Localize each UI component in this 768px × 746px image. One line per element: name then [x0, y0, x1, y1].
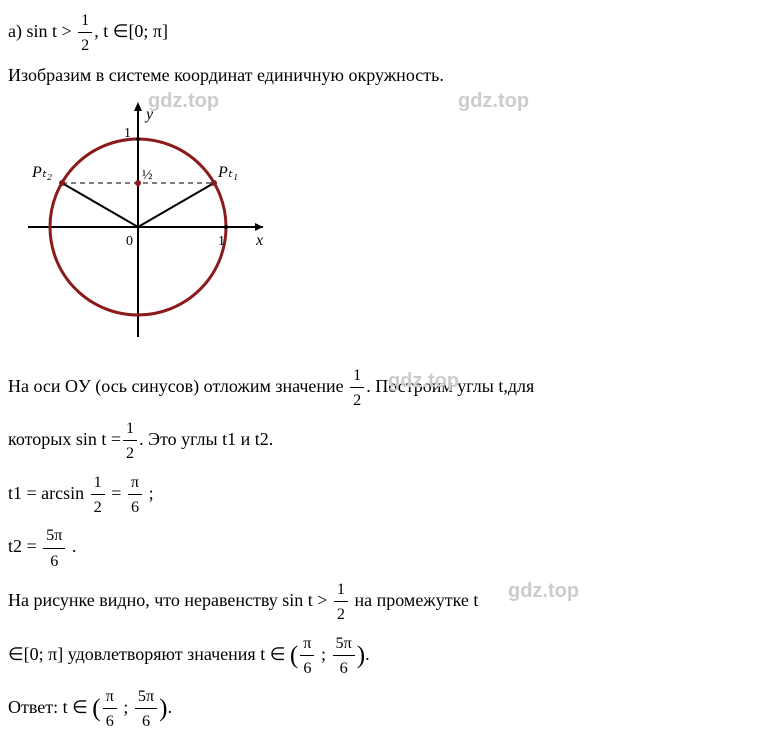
svg-text:0: 0 [126, 234, 133, 249]
svg-text:½: ½ [142, 168, 153, 183]
explanation-p1: На оси OУ (ось синусов) отложим значение… [8, 363, 760, 413]
frac-half: 1 2 [123, 416, 137, 466]
description: Изобразим в системе координат единичную … [8, 62, 760, 89]
conclusion-p1: На рисунке видно, что неравенству sin t … [8, 577, 760, 627]
svg-text:x: x [255, 232, 263, 249]
svg-text:Pₜ₂: Pₜ₂ [31, 164, 52, 181]
svg-text:Pₜ₁: Pₜ₁ [217, 164, 238, 181]
svg-text:1: 1 [218, 234, 225, 249]
unit-circle-diagram: x y 0 1 1 ½ Pₜ₁ Pₜ₂ [28, 97, 760, 355]
problem-label: a) [8, 21, 22, 41]
answer-line: Ответ: t ∈ ( π 6 ; 5π 6 ). [8, 684, 760, 734]
answer-label: Ответ: t ∈ [8, 697, 88, 717]
problem-domain: [0; π] [128, 21, 168, 41]
svg-text:1: 1 [124, 126, 131, 141]
problem-rhs-frac: 1 2 [78, 8, 92, 58]
problem-line: a) sin t > 1 2 , t ∈[0; π] [8, 8, 760, 58]
calc-t2: t2 = 5π 6 . [8, 523, 760, 573]
frac-half: 1 2 [350, 363, 364, 413]
problem-op: > [62, 21, 72, 41]
calc-t1: t1 = arcsin 1 2 = π 6 ; [8, 470, 760, 520]
svg-text:y: y [144, 106, 154, 123]
conclusion-p2: ∈[0; π] удовлетворяют значения t ∈ ( π 6… [8, 631, 760, 681]
explanation-p2: которых sin t = 1 2 . Это углы t1 и t2. [8, 416, 760, 466]
problem-domain-prefix: , t ∈ [94, 21, 128, 41]
problem-lhs: sin t [26, 21, 57, 41]
